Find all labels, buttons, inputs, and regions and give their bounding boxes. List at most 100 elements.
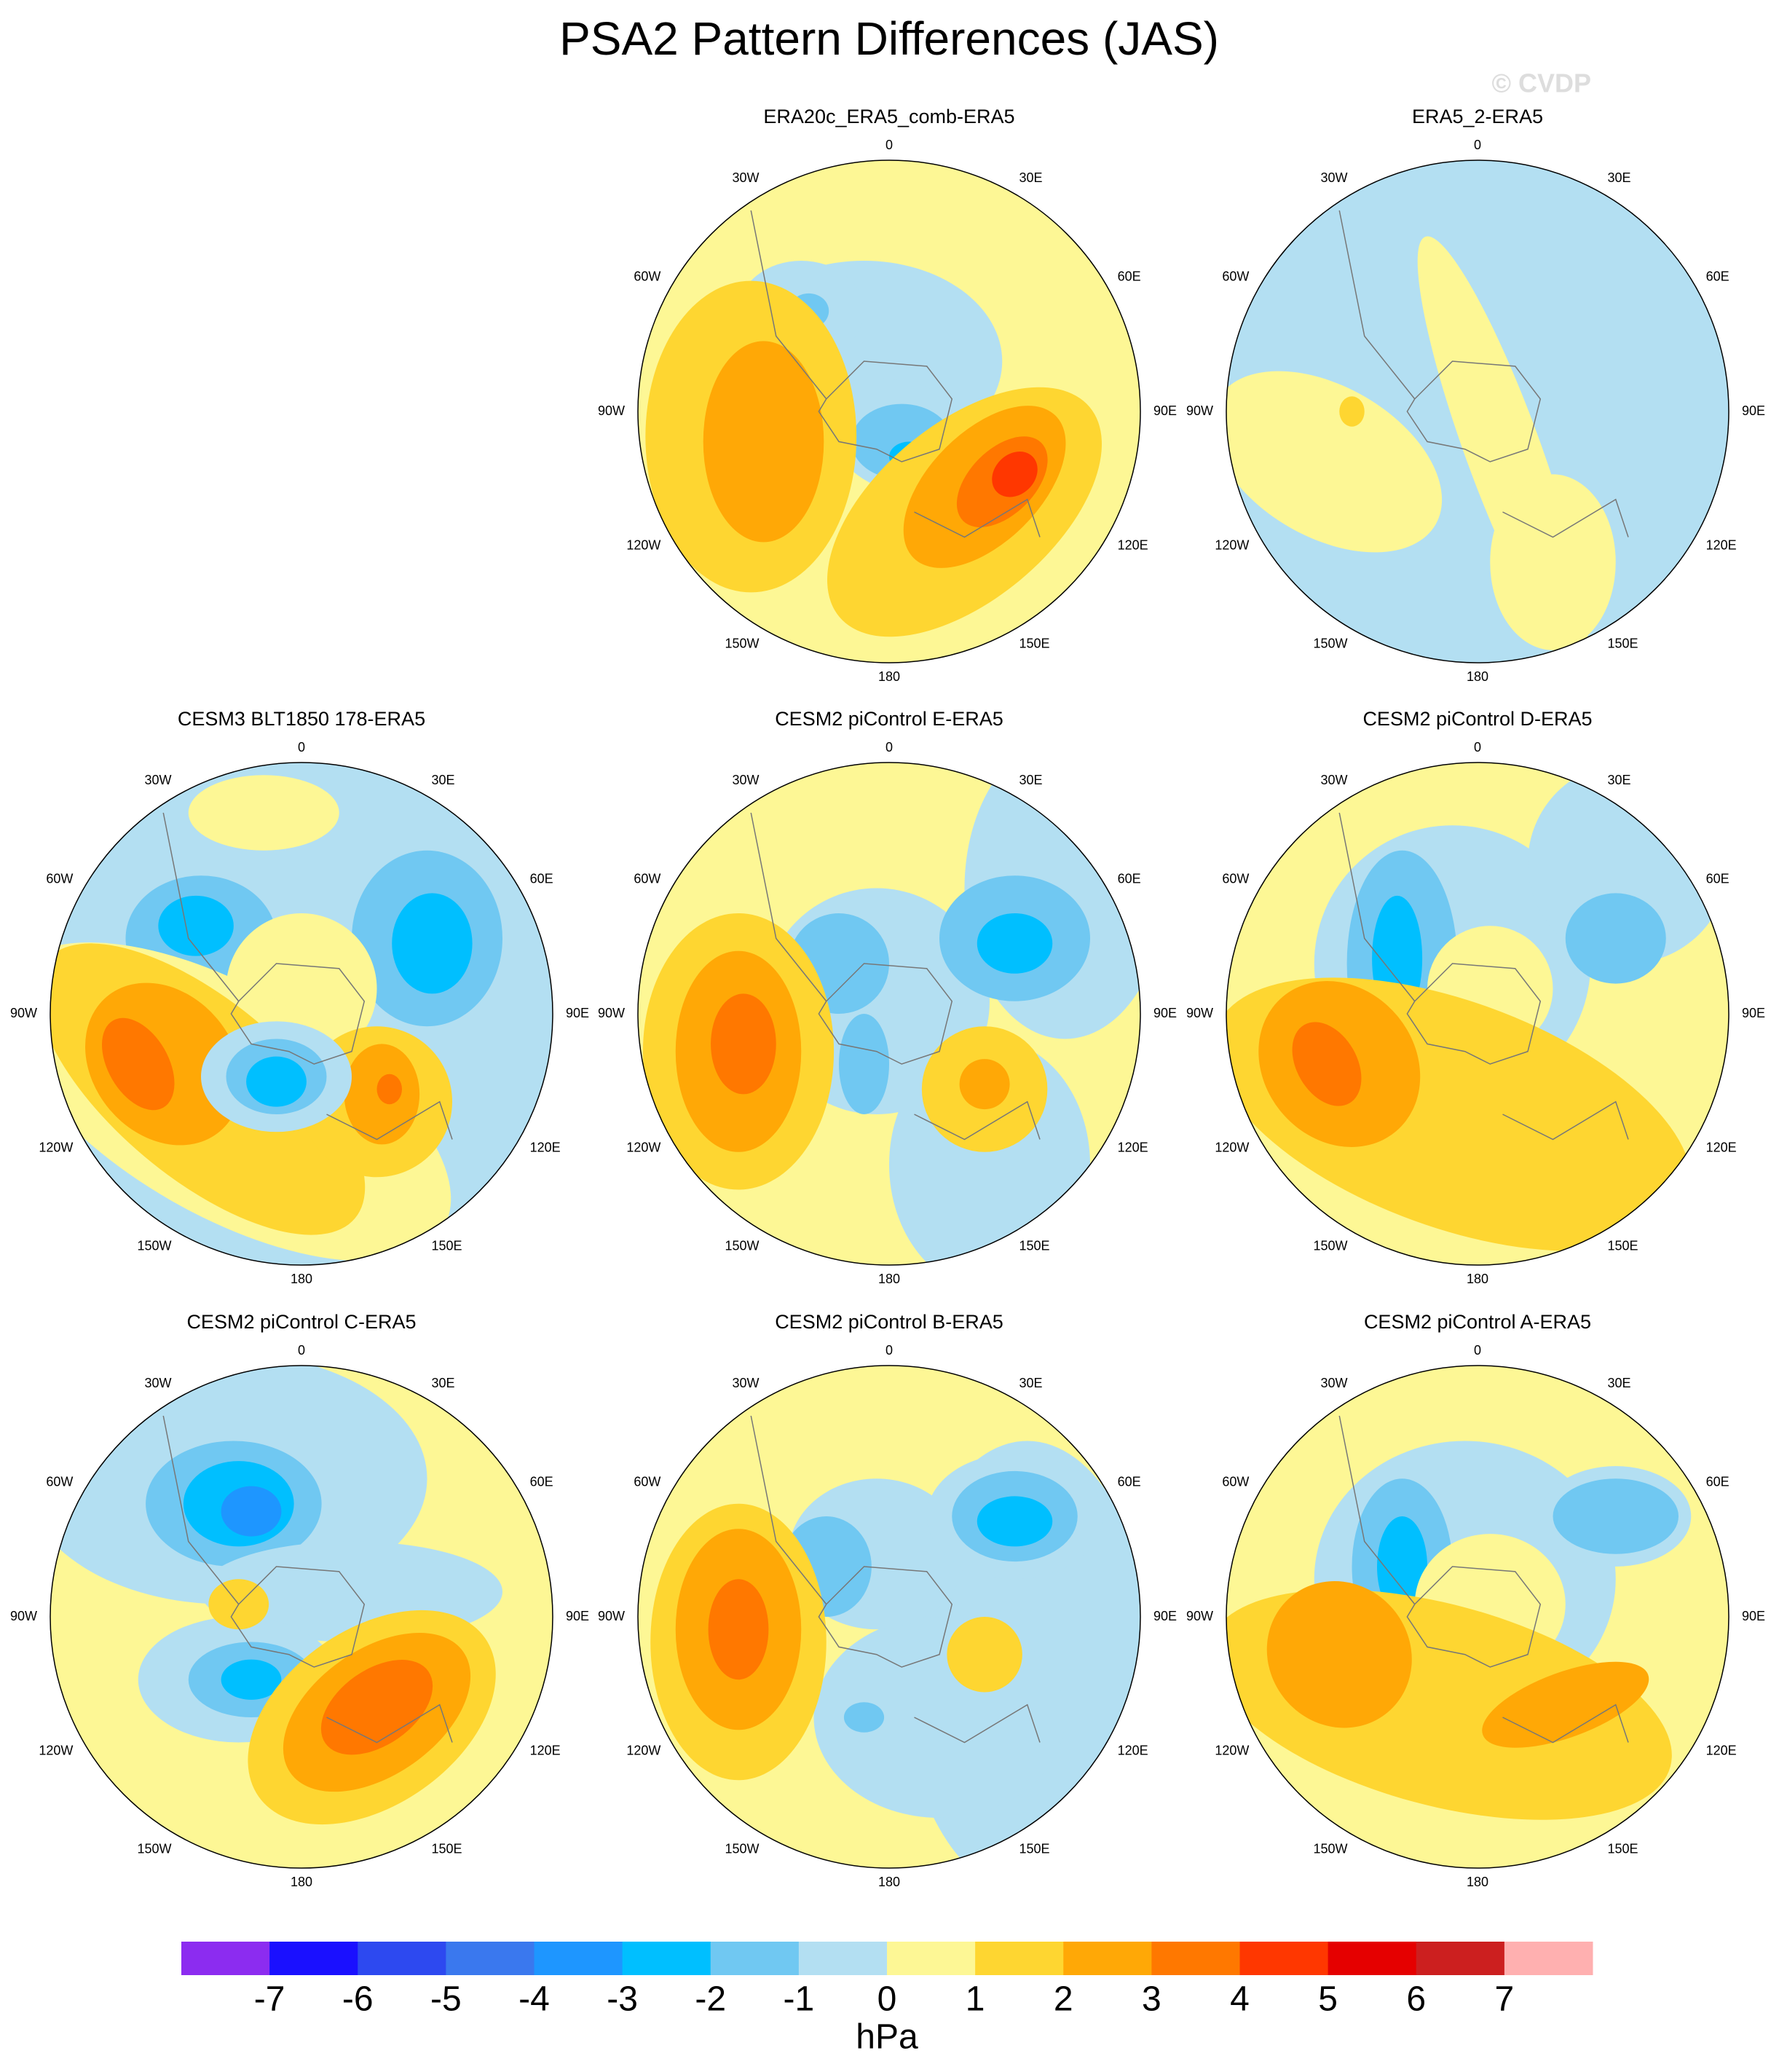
colorbar-tick-label: 3 xyxy=(1142,1980,1161,2019)
colorbar-tick-label: -2 xyxy=(695,1980,726,2019)
lon-label: 60E xyxy=(1118,871,1141,886)
lon-label: 90E xyxy=(566,1006,589,1020)
contour-fill xyxy=(246,1056,307,1107)
contour-fill xyxy=(977,913,1053,974)
contour-field xyxy=(1226,1366,1729,1868)
coastline xyxy=(1338,812,1416,1002)
contour-fill xyxy=(392,893,473,994)
lon-label: 180 xyxy=(291,1272,312,1286)
lon-label: 150E xyxy=(1608,636,1638,650)
lon-label: 90E xyxy=(1742,1006,1765,1020)
lon-label: 120W xyxy=(1215,1140,1249,1154)
map-panel: CESM2 piControl E-ERA5 0 30E 60E 90E 120E 150E… xyxy=(598,708,1177,1286)
contour-fill xyxy=(188,775,339,851)
contour-fill xyxy=(977,1496,1053,1547)
lon-label: 0 xyxy=(298,740,305,755)
lon-label: 150E xyxy=(1019,1238,1050,1253)
contour-fill xyxy=(708,1579,769,1680)
coastline xyxy=(914,1100,1041,1141)
colorbar-box xyxy=(1504,1942,1593,1975)
lon-label: 90W xyxy=(598,1006,625,1020)
lon-label: 150E xyxy=(1019,1841,1050,1856)
contour-field xyxy=(638,160,1140,663)
coastline xyxy=(1406,1566,1542,1668)
lon-label: 60W xyxy=(1222,1474,1249,1489)
lon-label: 30E xyxy=(1608,170,1631,185)
map-panel: CESM2 piControl A-ERA5 0 30E 60E 90E 120E 150E… xyxy=(1186,1311,1765,1889)
map-boundary xyxy=(637,762,1141,1266)
lon-label: 60W xyxy=(46,1474,73,1489)
colorbar-box xyxy=(1063,1942,1152,1975)
colorbar-box xyxy=(887,1942,976,1975)
contour-fill xyxy=(947,1617,1022,1693)
contour-field xyxy=(638,1366,1140,1868)
map-boundary xyxy=(1226,159,1729,663)
contour-fill xyxy=(158,895,234,956)
colorbar-tick-label: -7 xyxy=(254,1980,285,2019)
coastline xyxy=(914,1703,1041,1744)
coastline xyxy=(914,498,1041,538)
lon-label: 120E xyxy=(1118,1743,1148,1757)
contour-fill xyxy=(1482,1661,1649,1748)
contour-fill xyxy=(101,1017,175,1111)
coastline xyxy=(230,1566,366,1668)
colorbar-tick-label: -3 xyxy=(607,1980,638,2019)
lon-label: 150E xyxy=(1608,1841,1638,1856)
map-boundary xyxy=(1226,762,1729,1266)
lon-label: 30E xyxy=(1608,773,1631,787)
lon-label: 90W xyxy=(598,403,625,418)
map-boundary xyxy=(50,1365,553,1869)
lon-label: 150W xyxy=(1313,1841,1347,1856)
colorbar-box xyxy=(1416,1942,1505,1975)
contour-fill xyxy=(1565,893,1666,984)
coastline xyxy=(326,1703,453,1744)
lon-label: 180 xyxy=(1467,1875,1488,1889)
lon-label: 60W xyxy=(46,871,73,886)
map-boundary xyxy=(50,762,553,1266)
coastline xyxy=(1406,963,1542,1065)
colorbar-tick-label: 1 xyxy=(966,1980,985,2019)
panel-title: ERA5_2-ERA5 xyxy=(1412,106,1543,127)
map-panel: ERA20c_ERA5_comb-ERA5 0 30E 60E 90E 120E 150E 1… xyxy=(598,106,1177,684)
panel-title: CESM3 BLT1850 178-ERA5 xyxy=(178,708,425,730)
contour-fill xyxy=(221,1659,282,1700)
lon-label: 30E xyxy=(1608,1376,1631,1390)
lon-label: 30E xyxy=(1019,773,1043,787)
lon-label: 150E xyxy=(432,1238,462,1253)
lon-label: 180 xyxy=(291,1875,312,1889)
colorbar-tick-label: 7 xyxy=(1495,1980,1515,2019)
lon-label: 60W xyxy=(1222,871,1249,886)
coastline xyxy=(818,963,953,1065)
colorbar-box xyxy=(269,1942,358,1975)
lon-label: 0 xyxy=(1474,740,1481,755)
colorbar-box xyxy=(181,1942,270,1975)
lon-label: 180 xyxy=(1467,1272,1488,1286)
colorbar-tick-label: 5 xyxy=(1318,1980,1338,2019)
lon-label: 60W xyxy=(1222,269,1249,283)
lon-label: 90E xyxy=(1153,403,1177,418)
contour-fill xyxy=(992,452,1038,497)
colorbar-tick-label: -5 xyxy=(430,1980,462,2019)
contour-fill xyxy=(376,1074,402,1105)
contour-fill xyxy=(221,1486,282,1537)
lon-label: 30W xyxy=(1320,170,1347,185)
contour-fill xyxy=(1292,1022,1362,1106)
lon-label: 120E xyxy=(1706,1140,1737,1154)
contour-field xyxy=(50,1366,553,1868)
lon-label: 60E xyxy=(1706,871,1729,886)
colorbar-tick-label: 4 xyxy=(1230,1980,1250,2019)
lon-label: 0 xyxy=(1474,138,1481,152)
lon-label: 120E xyxy=(530,1743,561,1757)
lon-label: 120E xyxy=(1706,537,1737,552)
lon-label: 120W xyxy=(626,1743,660,1757)
coastline xyxy=(750,210,827,400)
lon-label: 30W xyxy=(1320,1376,1347,1390)
lon-label: 30E xyxy=(1019,1376,1043,1390)
lon-label: 120E xyxy=(1706,1743,1737,1757)
lon-label: 180 xyxy=(878,1272,900,1286)
map-panel: CESM3 BLT1850 178-ERA5 0 30E 60E 90E 120E 150E… xyxy=(10,708,589,1286)
lon-label: 90W xyxy=(1186,1609,1213,1623)
contour-fill xyxy=(1226,371,1443,553)
lon-label: 60E xyxy=(530,871,553,886)
